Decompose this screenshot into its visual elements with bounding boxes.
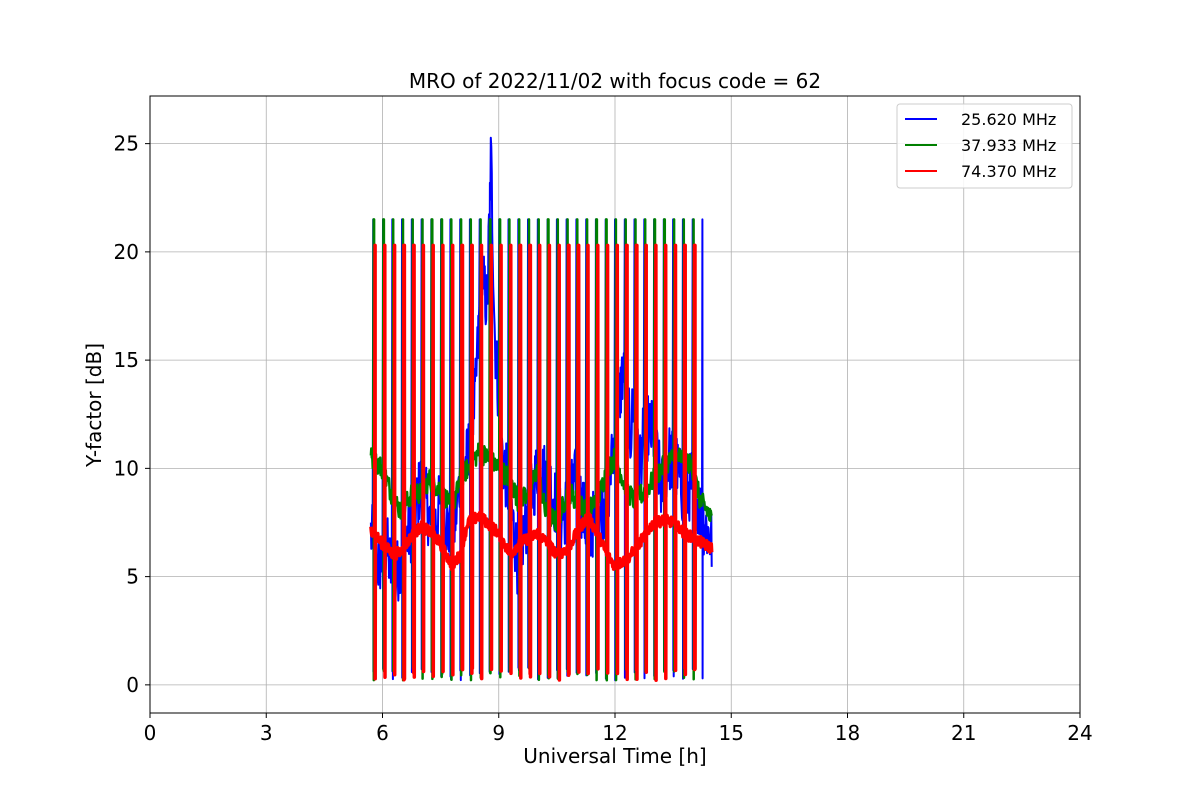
series-line-3: [369, 243, 714, 683]
legend: 25.620 MHz 37.933 MHz 74.370 MHz: [896, 103, 1073, 189]
x-tick-label: 21: [951, 721, 976, 745]
series-layer: [369, 136, 714, 683]
chart-title: MRO of 2022/11/02 with focus code = 62: [409, 69, 821, 93]
y-tick-label: 10: [114, 456, 139, 480]
y-axis-label: Y-factor [dB]: [82, 343, 106, 468]
y-tick-label: 15: [114, 348, 139, 372]
y-tick-label: 5: [126, 565, 139, 589]
x-tick-label: 12: [602, 721, 627, 745]
legend-label-series-2: 37.933 MHz: [961, 136, 1056, 155]
y-tick-label: 25: [114, 132, 139, 156]
x-tick-label: 15: [719, 721, 744, 745]
x-tick-label: 24: [1067, 721, 1092, 745]
ticks-layer: 0 3 6 9 12 15 18 21 24 0 5 10 15 20 25: [114, 132, 1093, 745]
x-tick-label: 3: [260, 721, 273, 745]
legend-label-series-3: 74.370 MHz: [961, 162, 1056, 181]
x-tick-label: 9: [492, 721, 505, 745]
x-tick-label: 0: [144, 721, 157, 745]
y-tick-label: 20: [114, 240, 139, 264]
x-axis-label: Universal Time [h]: [523, 744, 706, 768]
legend-box: [896, 103, 1073, 189]
x-tick-label: 6: [376, 721, 389, 745]
legend-label-series-1: 25.620 MHz: [961, 110, 1056, 129]
y-tick-label: 0: [126, 673, 139, 697]
x-tick-label: 18: [835, 721, 860, 745]
